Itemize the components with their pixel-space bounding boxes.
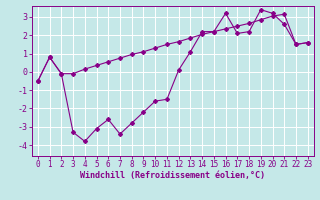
X-axis label: Windchill (Refroidissement éolien,°C): Windchill (Refroidissement éolien,°C) [80,171,265,180]
